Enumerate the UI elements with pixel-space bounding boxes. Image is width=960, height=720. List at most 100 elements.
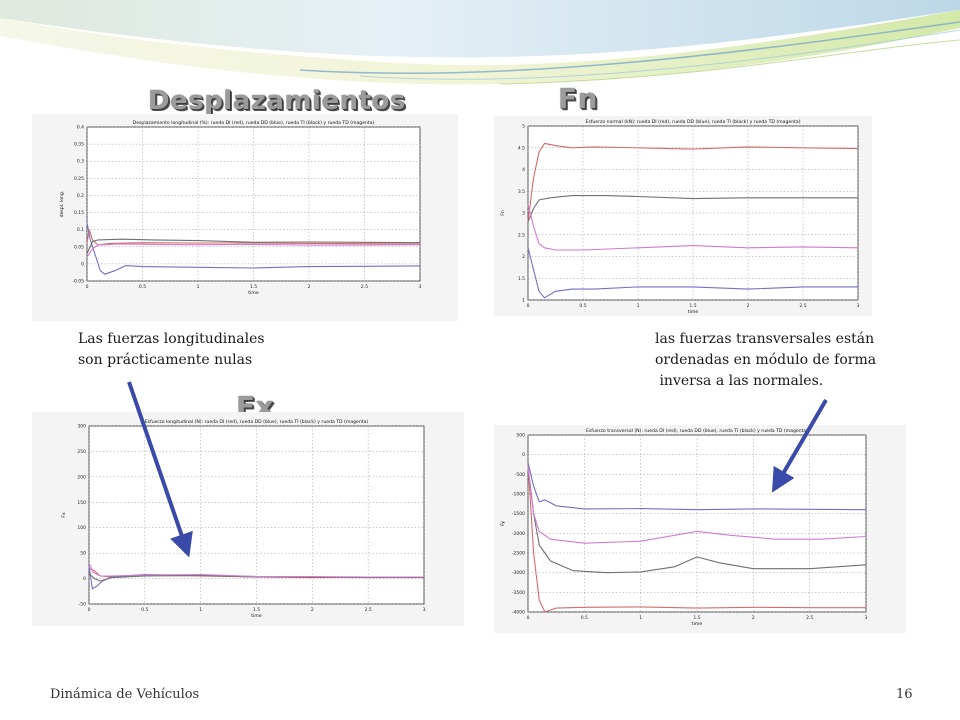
y-tick-label: 50 <box>80 551 86 557</box>
y-tick-label: -1500 <box>512 511 525 517</box>
x-tick-label: 0 <box>88 607 91 613</box>
x-tick-label: 0.5 <box>581 615 588 621</box>
y-tick-label: 100 <box>77 525 86 531</box>
x-axis-label: time <box>692 621 703 627</box>
y-tick-label: -1000 <box>512 492 525 498</box>
y-tick-label: 200 <box>77 474 86 480</box>
y-tick-label: 1 <box>522 298 525 304</box>
y-tick-label: 4 <box>522 167 525 173</box>
series-line <box>527 247 858 299</box>
note-longitudinal: Las fuerzas longitudinales son prácticam… <box>78 329 265 371</box>
x-tick-label: 0 <box>527 615 530 621</box>
chart-desplazamientos: 0 0.5 1 1.5 2 2.5 3 -0.05 0 0.05 0.1 0.15 0.2 0.25 0.3… <box>32 114 458 321</box>
y-tick-label: 0.4 <box>77 125 84 131</box>
y-tick-label: 2 <box>522 254 525 260</box>
y-tick-label: 0.05 <box>74 244 84 250</box>
y-tick-label: -0.05 <box>72 279 84 285</box>
chart-fy: 0 0.5 1 1.5 2 2.5 3 -4000 -3500 -3000 -2500 -2000 -1… <box>494 425 906 633</box>
series-line <box>527 462 866 613</box>
x-axis-label: time <box>688 309 699 315</box>
y-axis-label: despl. long. <box>59 191 65 218</box>
y-tick-label: 3 <box>522 211 525 217</box>
x-tick-label: 0.5 <box>579 303 586 309</box>
x-axis-label: time <box>248 290 259 296</box>
y-tick-label: -2000 <box>512 531 525 537</box>
x-tick-label: 2 <box>311 607 314 613</box>
y-tick-label: 0.35 <box>74 142 84 148</box>
y-tick-label: 150 <box>77 500 86 506</box>
series-line <box>86 222 421 275</box>
series-line <box>527 195 858 222</box>
y-axis-label: Fy <box>500 521 506 526</box>
title-desplazamientos: Desplazamientos <box>148 86 406 116</box>
x-tick-label: 1.5 <box>250 284 257 290</box>
title-fn: Fn <box>558 82 599 115</box>
x-tick-label: 1 <box>199 607 202 613</box>
series-line <box>86 229 421 246</box>
y-tick-label: 0 <box>522 452 525 458</box>
y-tick-label: 0.3 <box>77 159 84 165</box>
x-tick-label: 0 <box>527 303 530 309</box>
x-axis-label: time <box>251 613 262 619</box>
y-tick-label: 250 <box>77 449 86 455</box>
y-tick-label: 300 <box>77 424 86 430</box>
note-left-line: Las fuerzas longitudinales <box>78 331 265 347</box>
chart-fn: 0 0.5 1 1.5 2 2.5 3 1 1.5 2 2.5 3 3.5 4 4.5 5 Esfuerzo n… <box>494 116 872 316</box>
y-tick-label: 0.1 <box>77 227 84 233</box>
x-tick-label: 0.5 <box>139 284 146 290</box>
y-tick-label: 0 <box>81 261 84 267</box>
x-tick-label: 1.5 <box>693 615 700 621</box>
x-tick-label: 1.5 <box>689 303 696 309</box>
series-line <box>86 243 421 258</box>
note-left-line: son prácticamente nulas <box>78 352 253 368</box>
x-tick-label: 3 <box>419 284 422 290</box>
y-tick-label: 0.15 <box>74 210 84 216</box>
y-tick-label: 3.5 <box>518 189 525 195</box>
series-line <box>527 466 867 574</box>
note-transversal: las fuerzas transversales están ordenada… <box>655 329 876 392</box>
y-tick-label: 0.25 <box>74 176 84 182</box>
x-tick-label: 0.5 <box>141 607 148 613</box>
footer-course-title: Dinámica de Vehículos <box>50 687 200 702</box>
chart-title: Esfuerzo transversal (N): rueda DI (red)… <box>586 428 808 434</box>
x-tick-label: 2.5 <box>361 284 368 290</box>
note-right-line: ordenadas en módulo de forma <box>655 352 877 368</box>
x-tick-label: 3 <box>865 615 868 621</box>
x-tick-label: 2.5 <box>799 303 806 309</box>
y-axis-label: Fx <box>61 512 67 518</box>
x-tick-label: 3 <box>423 607 426 613</box>
x-tick-label: 2 <box>747 303 750 309</box>
x-tick-label: 3 <box>857 303 860 309</box>
x-tick-label: 0 <box>86 284 89 290</box>
x-tick-label: 2.5 <box>365 607 372 613</box>
y-tick-label: -3000 <box>512 570 525 576</box>
y-tick-label: 5 <box>522 124 525 130</box>
series-line <box>527 204 859 251</box>
x-tick-label: 1 <box>639 615 642 621</box>
x-tick-label: 1 <box>197 284 200 290</box>
note-right-line: inversa a las normales. <box>655 373 824 389</box>
y-tick-label: 0.2 <box>77 193 84 199</box>
x-tick-label: 2.5 <box>806 615 813 621</box>
chart-title: Esfuerzo longitudinal (N): rueda DI (red… <box>145 419 369 425</box>
y-tick-label: 500 <box>516 433 525 439</box>
y-tick-label: 2.5 <box>518 232 525 238</box>
y-tick-label: -2500 <box>512 551 525 557</box>
y-tick-label: 0 <box>83 576 86 582</box>
chart-fx: 0 0.5 1 1.5 2 2.5 3 -50 0 50 100 150 200 250 300 Esfuer… <box>32 412 464 626</box>
footer-page-number: 16 <box>896 687 913 702</box>
x-tick-label: 2 <box>308 284 311 290</box>
y-tick-label: 1.5 <box>518 276 525 282</box>
series-line <box>527 142 859 222</box>
note-right-line: las fuerzas transversales están <box>655 331 875 347</box>
y-tick-label: 4.5 <box>518 145 525 151</box>
chart-title: Esfuerzo normal (kN): rueda DI (red), ru… <box>585 119 800 125</box>
y-axis-label: Fn <box>500 210 506 216</box>
x-tick-label: 2 <box>752 615 755 621</box>
y-tick-label: -500 <box>515 472 525 478</box>
series-line <box>86 238 421 254</box>
x-tick-label: 1.5 <box>253 607 260 613</box>
x-tick-label: 1 <box>637 303 640 309</box>
series-line <box>527 462 867 511</box>
